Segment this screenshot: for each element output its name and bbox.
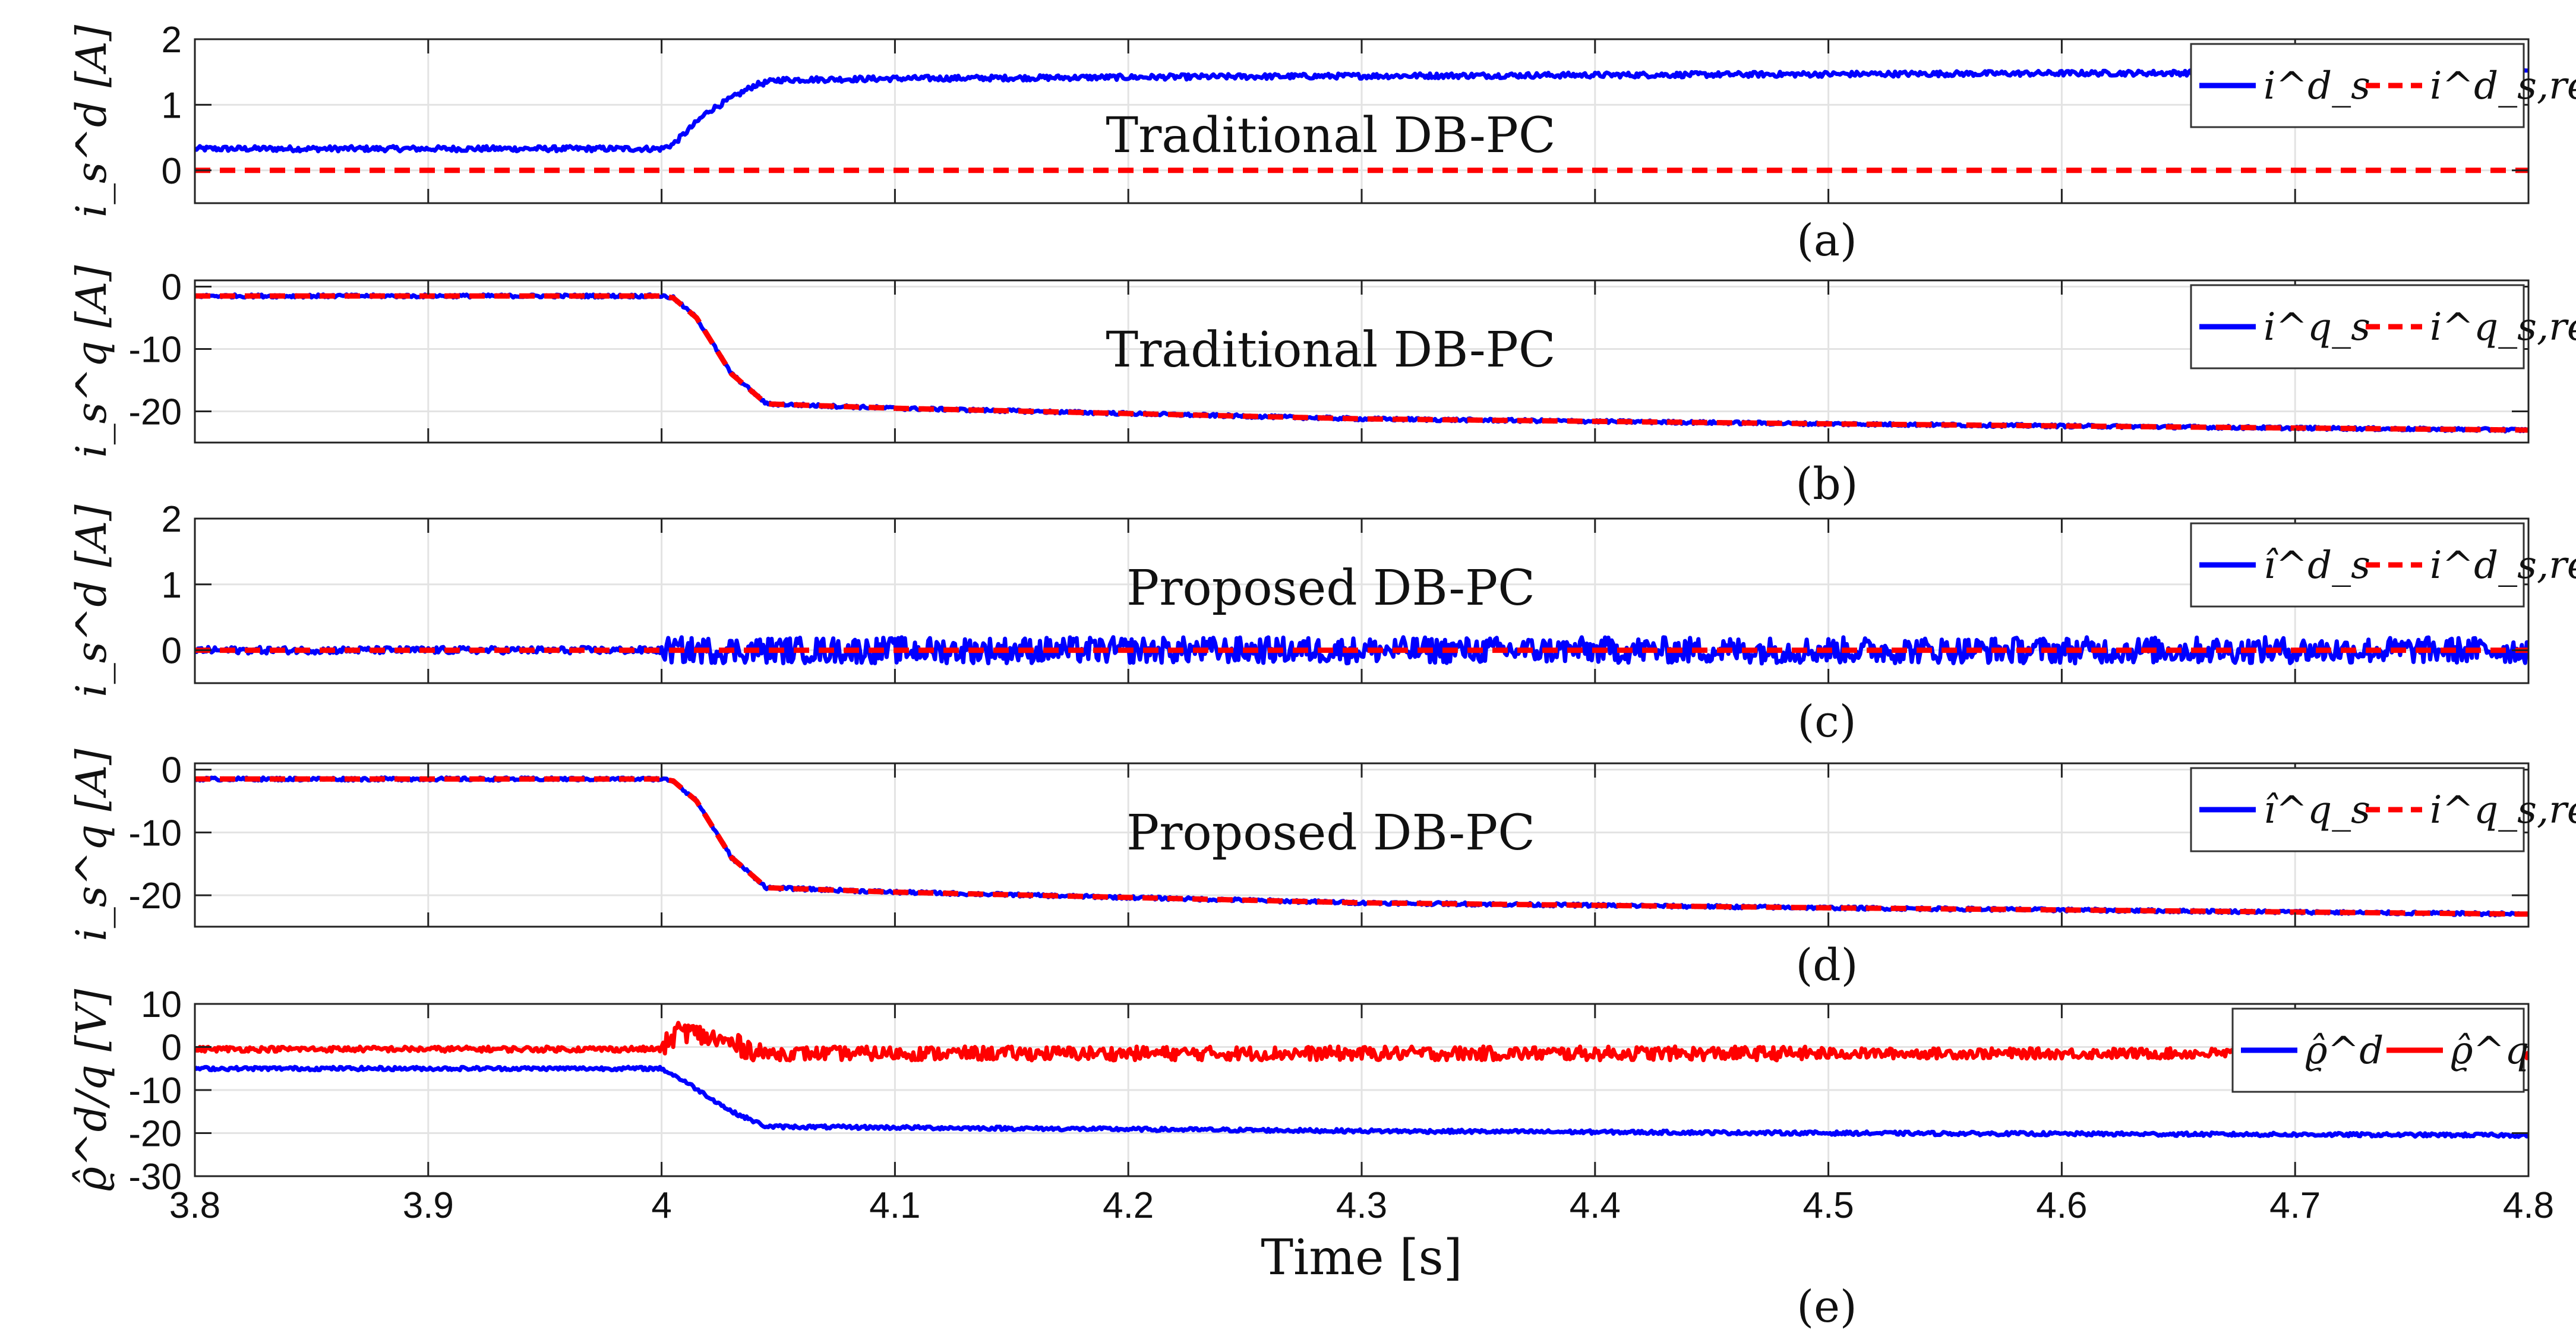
series-line-b-1 xyxy=(195,293,2528,433)
panel-c: 0 1 2 i_s^d [A] Proposed DB-PC (c) î^d_s i^d_s,… xyxy=(67,499,2576,747)
y-axis-label: i_s^d [A] xyxy=(67,24,116,217)
y-axis-label: i_s^q [A] xyxy=(67,748,116,942)
panel-annotation: Traditional DB-PC xyxy=(1106,108,1555,164)
x-tick-label: 3.8 xyxy=(169,1185,220,1226)
y-tick-label: 2 xyxy=(162,499,182,540)
series-group xyxy=(195,1021,2528,1139)
x-axis-label: Time [s] xyxy=(1261,1230,1462,1286)
y-tick-label: -10 xyxy=(128,1070,182,1111)
panel-annotation: Proposed DB-PC xyxy=(1126,805,1535,861)
panel-caption: (e) xyxy=(1797,1281,1857,1332)
panel-d: 0 -10 -20 i_s^q [A] Proposed DB-PC (d) î^q_s i^… xyxy=(67,748,2576,991)
y-tick-label: -10 xyxy=(128,813,182,854)
legend-label: i^q_s,ref xyxy=(2430,305,2576,349)
legend: î^q_s i^q_s,ref xyxy=(2190,767,2576,852)
legend-label: i^d_s,ref xyxy=(2430,544,2576,587)
y-tick-label: 0 xyxy=(162,267,182,308)
y-axis-label: ϱ̂^d/q [V] xyxy=(67,988,116,1191)
series-group xyxy=(195,292,2528,434)
legend: î^d_s i^d_s,ref xyxy=(2190,522,2576,608)
legend-label: i^d_s xyxy=(2264,64,2370,108)
legend-label: i^q_s xyxy=(2264,305,2370,349)
series-line-a-0 xyxy=(195,67,2528,154)
y-axis-label: i_s^q [A] xyxy=(67,265,116,458)
x-tick-label: 4.2 xyxy=(1103,1185,1154,1226)
legend-label: ϱ̂^d xyxy=(2305,1029,2384,1073)
panel-caption: (a) xyxy=(1797,215,1857,266)
legend-label: i^q_s,ref xyxy=(2430,788,2576,832)
y-tick-label: -10 xyxy=(128,330,182,371)
y-tick-label: -20 xyxy=(128,876,182,917)
y-tick-label: 1 xyxy=(162,85,182,126)
y-tick-label: 0 xyxy=(162,631,182,672)
legend-label: i^d_s,ref xyxy=(2430,64,2576,108)
y-tick-label: -30 xyxy=(128,1157,182,1198)
series-line-c-0 xyxy=(195,635,2528,666)
panel-caption: (c) xyxy=(1797,696,1856,747)
x-tick-label: 4.6 xyxy=(2036,1185,2087,1226)
y-tick-label: -20 xyxy=(128,392,182,433)
legend: ϱ̂^d ϱ̂^q xyxy=(2231,1007,2529,1093)
series-line-d-1 xyxy=(195,776,2528,917)
x-tick-label: 3.9 xyxy=(403,1185,454,1226)
x-tick-label: 4.5 xyxy=(1802,1185,1854,1226)
x-tick-label: 4.3 xyxy=(1336,1185,1387,1226)
panel-caption: (b) xyxy=(1795,459,1858,510)
y-tick-label: 0 xyxy=(162,151,182,192)
series-group xyxy=(195,635,2528,666)
x-tick-label: 4 xyxy=(651,1185,671,1226)
x-tick-label: 4.8 xyxy=(2503,1185,2554,1226)
legend: i^q_s i^q_s,ref xyxy=(2190,284,2576,369)
panel-b: 0 -10 -20 i_s^q [A] Traditional DB-PC (b) i^q_… xyxy=(67,265,2576,510)
x-tick-label: 4.7 xyxy=(2269,1185,2321,1226)
legend-label: ϱ̂^q xyxy=(2451,1029,2529,1073)
y-tick-label: 10 xyxy=(141,984,182,1025)
series-line-e-0 xyxy=(195,1064,2528,1139)
legend-label: î^d_s xyxy=(2264,544,2370,587)
series-group xyxy=(195,775,2528,918)
y-tick-label: 0 xyxy=(162,1028,182,1069)
y-tick-label: 0 xyxy=(162,750,182,791)
panel-caption: (d) xyxy=(1795,940,1858,991)
legend: i^d_s i^d_s,ref xyxy=(2190,43,2576,128)
panel-e: 100-10-20-30 ϱ̂^d/q [V] ϱ̂^d ϱ̂^q 3.8 3.9 4 4.1… xyxy=(67,984,2554,1332)
panel-annotation: Proposed DB-PC xyxy=(1126,560,1535,617)
x-tick-label: 4.1 xyxy=(869,1185,920,1226)
series-group xyxy=(195,67,2528,173)
legend-label: î^q_s xyxy=(2264,788,2370,832)
y-tick-label: -20 xyxy=(128,1114,182,1155)
x-tick-label: 4.4 xyxy=(1570,1185,1621,1226)
panel-annotation: Traditional DB-PC xyxy=(1106,322,1555,378)
y-tick-label: 1 xyxy=(162,565,182,606)
y-axis-label: i_s^d [A] xyxy=(67,504,116,697)
series-line-e-1 xyxy=(195,1021,2528,1063)
y-tick-label: 2 xyxy=(162,20,182,61)
